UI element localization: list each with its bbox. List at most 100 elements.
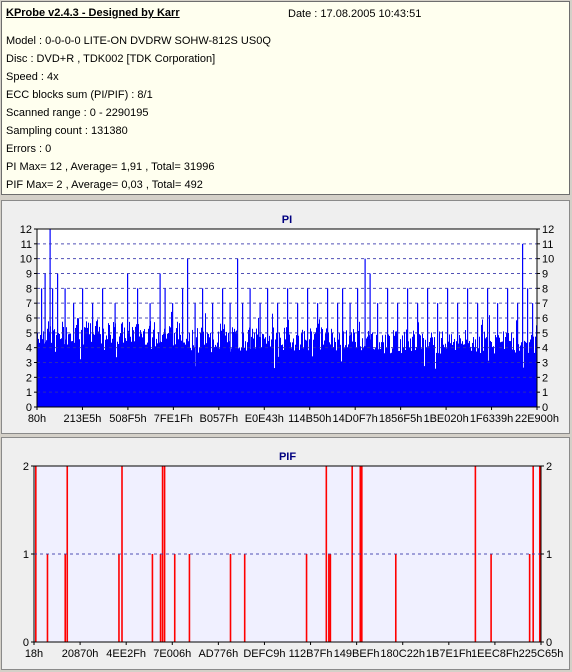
pi-bar-peak	[369, 273, 371, 407]
pi-bar-base	[205, 313, 206, 407]
info-pi-stats: PI Max= 12 , Average= 1,91 , Total= 3199…	[6, 161, 215, 173]
pi-bar-peak	[64, 288, 66, 407]
pi-bar-base	[408, 341, 409, 407]
y-tick-label-right: 12	[542, 224, 554, 236]
pi-bar-base	[236, 330, 237, 407]
pi-bar-base	[399, 350, 400, 407]
pi-bar-base	[245, 341, 246, 407]
pi-bar-base	[184, 342, 185, 407]
pi-bar-base	[299, 349, 300, 407]
pi-bar-peak	[377, 303, 379, 407]
y-tick-label-right: 5	[542, 328, 548, 340]
x-tick-label: 4EE2Fh	[106, 648, 146, 660]
pi-bar-base	[310, 328, 311, 407]
pi-bar-base	[473, 337, 474, 407]
pi-bar-base	[279, 332, 280, 407]
pi-bar-base	[388, 334, 389, 407]
pi-bar-peak	[297, 303, 299, 407]
y-tick-label-left: 0	[23, 637, 29, 649]
pi-bar-peak	[532, 303, 534, 407]
pi-bar-base	[295, 344, 296, 407]
chart-title: PI	[282, 214, 292, 226]
pi-bar-base	[415, 350, 416, 407]
pi-bar-base	[221, 330, 222, 407]
y-tick-label-right: 10	[542, 254, 554, 266]
pi-bar-base	[494, 353, 495, 407]
pi-bar-base	[329, 342, 330, 407]
pi-bar-base	[424, 366, 425, 407]
pi-bar-peak	[337, 303, 339, 407]
y-tick-label-left: 9	[26, 269, 32, 281]
x-tick-label: AD776h	[198, 648, 238, 660]
pi-bar-base	[325, 333, 326, 407]
pi-bar-base	[479, 336, 480, 407]
pi-bar-base	[512, 349, 513, 407]
pi-bar-base	[180, 334, 181, 407]
pi-bar-base	[426, 347, 427, 407]
pi-bar-base	[292, 342, 293, 407]
pi-bar-base	[166, 338, 167, 407]
y-tick-label-right: 0	[542, 402, 548, 414]
pi-bar-base	[294, 350, 295, 407]
pi-bar-base	[339, 333, 340, 407]
pi-bar-base	[385, 334, 386, 407]
y-tick-label-left: 0	[26, 402, 32, 414]
pi-bar-base	[500, 342, 501, 407]
pi-bar-base	[334, 337, 335, 407]
pi-bar-base	[117, 341, 118, 407]
y-tick-label-right: 6	[542, 313, 548, 325]
pi-bar-base	[439, 331, 440, 407]
pi-bar-base	[466, 339, 467, 407]
pi-bar-base	[306, 340, 307, 407]
pi-bar-base	[190, 347, 191, 407]
pi-bar-base	[66, 327, 67, 407]
pi-bar-base	[395, 331, 396, 407]
pi-bar-base	[511, 332, 512, 407]
pi-bar-base	[80, 359, 81, 407]
pi-bar-base	[323, 344, 324, 407]
pi-bar-base	[136, 324, 137, 407]
pi-bar-base	[443, 344, 444, 407]
pi-bar-base	[412, 336, 413, 407]
pi-bar-base	[471, 350, 472, 407]
pi-bar-base	[316, 327, 317, 407]
pi-bar-base	[134, 341, 135, 407]
pi-bar-base	[431, 332, 432, 407]
pi-bar-base	[104, 349, 105, 407]
pi-bar-base	[413, 330, 414, 407]
pi-bar-base	[380, 349, 381, 407]
pi-bar-base	[480, 353, 481, 407]
y-tick-label-left: 6	[26, 313, 32, 325]
pi-bar-peak	[477, 303, 479, 407]
pi-bar-base	[340, 344, 341, 407]
pi-bar-base	[46, 340, 47, 407]
pi-bar-base	[51, 342, 52, 407]
pi-bar-base	[488, 360, 489, 407]
pif-bar	[188, 554, 191, 642]
pi-bar-base	[464, 344, 465, 407]
pi-bar-peak	[349, 303, 351, 407]
pi-bar-base	[281, 345, 282, 407]
pi-bar-base	[298, 335, 299, 407]
pif-bar	[159, 554, 162, 642]
pi-bar-peak	[517, 303, 519, 407]
pif-bar	[118, 554, 120, 642]
pi-bar-base	[525, 341, 526, 407]
x-tick-label: 22E900h	[515, 413, 559, 425]
pi-bar-base	[475, 339, 476, 407]
pi-bar-peak	[527, 288, 529, 407]
pi-bar-base	[264, 338, 265, 407]
pi-bar-base	[506, 332, 507, 407]
pi-bar-base	[226, 331, 227, 407]
pi-bar-base	[432, 337, 433, 407]
pi-bar-base	[320, 349, 321, 407]
pi-bar-base	[120, 333, 121, 407]
pi-bar-base	[228, 332, 229, 407]
pi-bar-base	[223, 329, 224, 407]
pi-bar-base	[489, 315, 490, 407]
y-tick-label-left: 1	[26, 387, 32, 399]
pi-bar-base	[42, 339, 43, 407]
pi-bar-base	[313, 339, 314, 407]
pi-bar-peak	[172, 303, 174, 407]
pi-bar-base	[474, 347, 475, 407]
